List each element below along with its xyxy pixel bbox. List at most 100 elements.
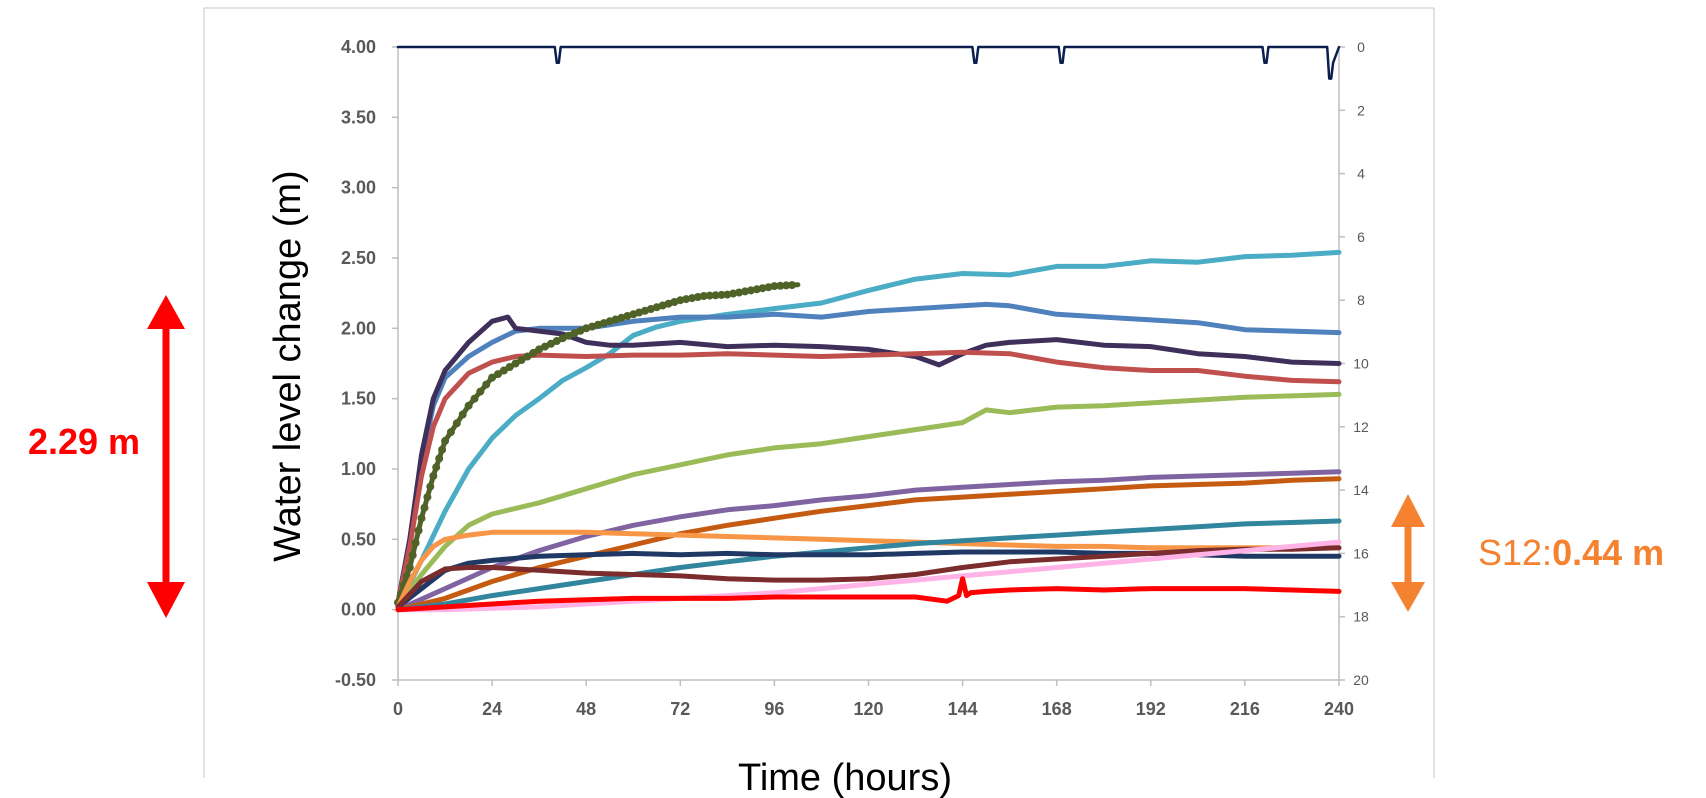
x-tick-label: 48 [576,699,596,719]
y2-tick-label: 2 [1357,102,1365,118]
series-marker-5 [429,472,438,480]
series-marker-5 [435,454,444,463]
series-marker-5 [494,370,502,379]
series-marker-5 [693,293,702,301]
right-annotation-label: S12: [1478,532,1552,573]
series-marker-5 [764,283,773,292]
series-line-6 [395,391,1342,610]
x-tick-label: 168 [1042,699,1072,719]
series-line-7 [395,469,1342,613]
y-tick-label: 0.00 [341,600,376,620]
series-marker-5 [676,296,685,305]
right-arrow-head-down [1391,582,1425,612]
left-arrow-head-down [147,582,185,618]
y-tick-label: 1.50 [341,389,376,409]
y2-tick-label: 16 [1353,545,1369,561]
y2-tick-label: 8 [1357,292,1365,308]
series-marker-5 [476,387,485,396]
series-marker-5 [717,290,726,299]
series-marker-5 [729,289,738,298]
series-marker-5 [523,352,532,361]
series-line-9 [395,529,1342,610]
series-line-12 [395,545,1342,610]
y-tick-label: 2.00 [341,318,376,338]
y2-tick-label: 14 [1353,482,1369,498]
series-marker-5 [735,288,744,297]
x-tick-label: 240 [1324,699,1354,719]
series-marker-5 [682,295,691,304]
series-line-10 [395,518,1342,613]
series-marker-5 [482,380,491,389]
left-annotation-value: 2.29 m [28,421,140,462]
x-axis-title: Time (hours) [738,757,952,798]
series-marker-5 [746,286,755,295]
series-marker-5 [405,563,414,572]
series-marker-5 [499,366,508,375]
right-annotation: S12:0.44 m [1391,494,1664,612]
series-marker-5 [699,292,708,300]
series-marker-5 [414,526,423,535]
series-marker-5 [432,463,441,472]
series-marker-5 [770,282,779,291]
x-tick-label: 24 [482,699,502,719]
series-line-1 [395,249,1342,610]
series-marker-5 [470,394,479,403]
series-marker-5 [441,436,450,445]
series-marker-5 [788,281,796,290]
series-marker-5 [758,284,767,293]
x-tick-label: 144 [948,699,978,719]
series-line-14 [395,576,1342,613]
series-layer [394,45,1342,613]
series-marker-5 [426,482,435,491]
y-tick-label: 2.50 [341,248,376,268]
series-marker-5 [408,551,417,560]
y-tick-label: 3.00 [341,178,376,198]
series-line-15 [396,45,1341,80]
y2-tick-label: 4 [1357,166,1365,182]
series-marker-5 [423,493,432,502]
x-tick-labels: 0 24 48 72 96 120 144 168 192 216 240 [393,680,1354,719]
x-tick-label: 96 [764,699,784,719]
series-line-13 [395,539,1342,613]
series-line-4 [395,349,1342,606]
y-tick-label: -0.50 [335,670,376,690]
y2-tick-label: 0 [1357,39,1365,55]
chart-frame [203,7,1435,778]
series-marker-5 [723,290,732,299]
series-marker-5 [446,428,455,437]
left-annotation: 2.29 m [28,295,185,618]
series-marker-5 [776,281,785,290]
x-tick-label: 192 [1136,699,1166,719]
series-marker-5 [458,410,467,419]
y-tick-label: 4.00 [341,37,376,57]
series-marker-5 [488,373,497,382]
series-marker-5 [420,503,429,512]
y2-tick-label: 10 [1353,356,1369,372]
x-tick-label: 72 [670,699,690,719]
y-tick-label: 0.50 [341,529,376,549]
y-axis-title: Water level change (m) [267,170,309,561]
y2-tick-label: 20 [1353,672,1369,688]
series-marker-5 [741,287,749,296]
series-line-8 [395,476,1342,613]
y-tick-labels: -0.50 0.00 0.50 1.00 1.50 2.00 2.50 3.00 3.50 4.0… [335,37,398,690]
y-tick-label: 1.00 [341,459,376,479]
series-marker-5 [529,348,538,357]
series-line-2 [395,301,1342,606]
x-tick-label: 216 [1230,699,1260,719]
series-marker-5 [438,445,447,454]
y2-tick-label: 18 [1353,609,1369,625]
y-tick-label: 3.50 [341,107,376,127]
right-arrow-head-up [1391,494,1425,527]
series-marker-5 [517,356,526,364]
series-marker-5 [505,363,514,371]
series-marker-5 [711,291,720,300]
right-annotation: S12:0.44 m [1478,532,1664,573]
series-marker-5 [511,359,520,368]
series-marker-5 [705,291,714,300]
x-tick-label: 120 [853,699,883,719]
left-arrow-head-up [147,295,185,329]
y2-tick-label: 12 [1353,419,1369,435]
series-line-3 [395,314,1342,606]
